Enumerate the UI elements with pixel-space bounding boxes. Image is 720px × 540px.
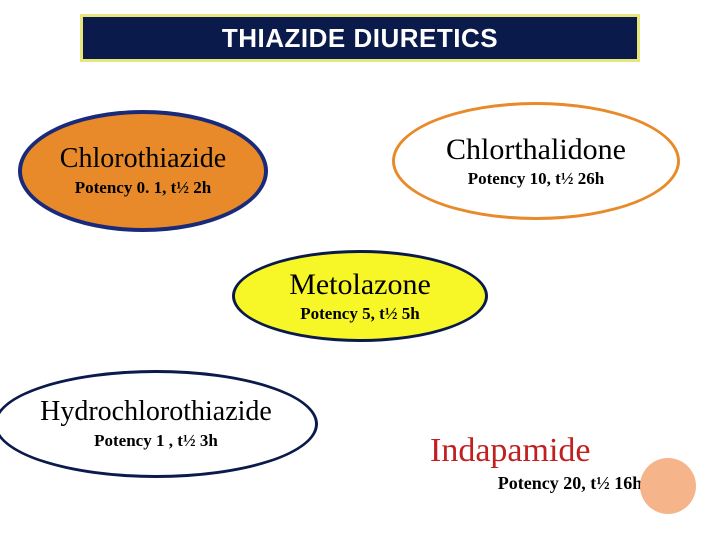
bubble-hydrochlorothiazide: Hydrochlorothiazide Potency 1 , t½ 3h (0, 370, 318, 478)
bubble-chlorothiazide: Chlorothiazide Potency 0. 1, t½ 2h (18, 110, 268, 232)
bubble-metolazone: Metolazone Potency 5, t½ 5h (232, 250, 488, 342)
drug-name: Chlorthalidone (446, 133, 626, 166)
drug-potency: Potency 1 , t½ 3h (94, 432, 218, 451)
title-box: THIAZIDE DIURETICS (80, 14, 640, 62)
drug-name: Indapamide (430, 432, 591, 469)
drug-potency: Potency 20, t½ 16h (498, 474, 642, 494)
drug-potency: Potency 5, t½ 5h (300, 305, 419, 324)
drug-name: Chlorothiazide (60, 144, 226, 175)
drug-name: Hydrochlorothiazide (40, 397, 272, 428)
decor-circle-icon (640, 458, 696, 514)
drug-potency: Potency 10, t½ 26h (468, 170, 604, 189)
drug-potency: Potency 0. 1, t½ 2h (75, 179, 211, 198)
bubble-chlorthalidone: Chlorthalidone Potency 10, t½ 26h (392, 102, 680, 220)
page-title: THIAZIDE DIURETICS (222, 23, 498, 54)
drug-name: Metolazone (289, 268, 431, 301)
